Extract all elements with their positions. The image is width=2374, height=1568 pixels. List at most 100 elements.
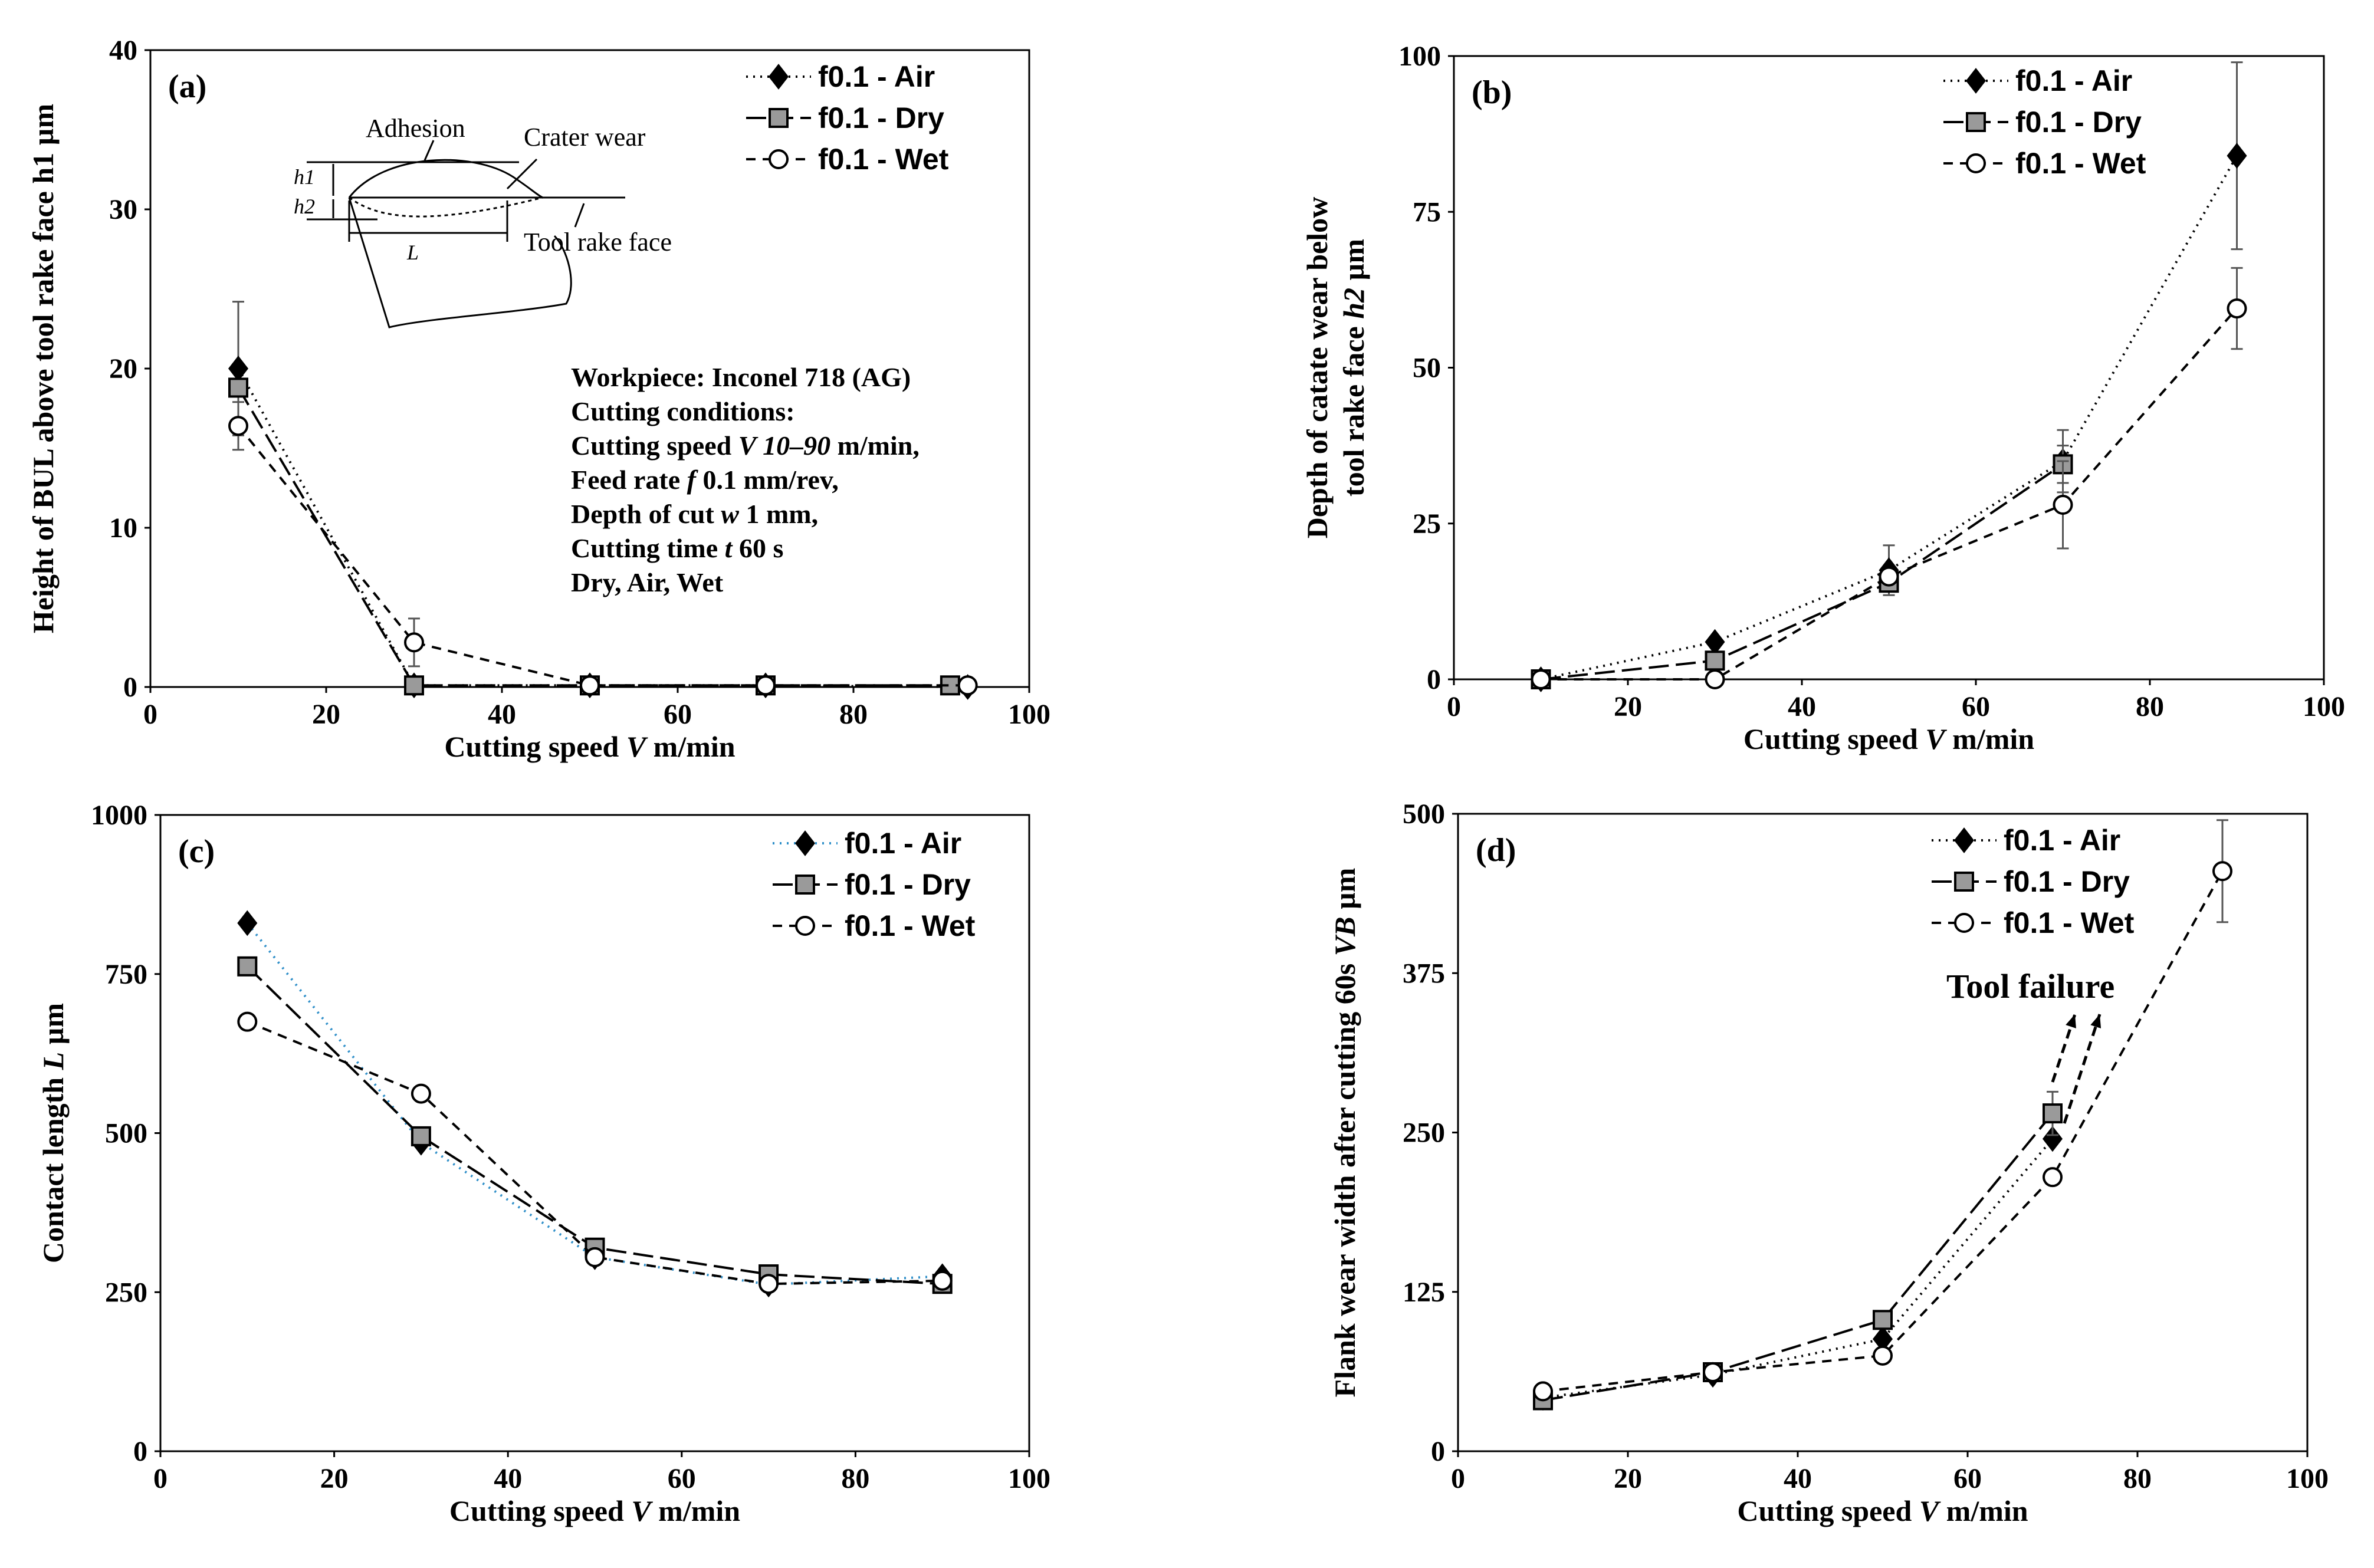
- y-axis-label: Height of BUL above tool rake face h1 µm: [27, 104, 60, 633]
- y-tick-label: 100: [1398, 41, 1441, 72]
- legend: f0.1 - Air f0.1 - Dry f0.1 - Wet: [773, 827, 976, 942]
- x-tick-label: 80: [841, 1463, 869, 1494]
- inset-h2-label: h2: [294, 195, 315, 218]
- square-marker: [228, 377, 248, 398]
- circle-marker: [932, 1270, 953, 1291]
- x-tick-label: 20: [1614, 1463, 1642, 1494]
- series-f0-1-wet: [1531, 267, 2247, 689]
- circle-marker: [756, 675, 776, 696]
- y-tick-label: 1000: [91, 800, 147, 831]
- adhesion-outline: [348, 159, 543, 199]
- circle-marker: [411, 1083, 431, 1104]
- legend: f0.1 - Air f0.1 - Dry f0.1 - Wet: [1932, 824, 2135, 939]
- inset-crater-label: Crater wear: [524, 123, 646, 152]
- panel-label: (d): [1476, 832, 1516, 869]
- x-tick-label: 0: [1447, 691, 1461, 722]
- y-tick-label: 0: [133, 1436, 147, 1467]
- y-tick-label: 0: [1431, 1436, 1445, 1467]
- x-tick-label: 60: [1953, 1463, 1982, 1494]
- series-line: [246, 922, 943, 1286]
- legend-label: f0.1 - Wet: [2015, 147, 2146, 180]
- diamond-marker: [2227, 143, 2247, 169]
- x-tick-label: 40: [488, 699, 516, 730]
- panel-label: (c): [178, 833, 215, 870]
- tool-outline: [348, 197, 572, 328]
- failure-arrow: [2063, 1014, 2102, 1124]
- circle-marker: [2043, 1167, 2063, 1188]
- crater-outline: [349, 196, 543, 218]
- x-tick-label: 100: [2286, 1463, 2329, 1494]
- circle-marker: [2053, 495, 2073, 515]
- y-tick-label: 50: [1413, 353, 1441, 384]
- inset-h1-label: h1: [294, 165, 315, 189]
- series-f0-1-dry: [1531, 445, 2073, 689]
- y-tick-label: 25: [1413, 508, 1441, 540]
- square-marker: [769, 108, 789, 128]
- y-tick-label: 125: [1403, 1277, 1445, 1308]
- annotation-text: Tool failure: [1946, 967, 2114, 1005]
- legend-label: f0.1 - Dry: [2004, 865, 2130, 898]
- inset-L-label: L: [406, 241, 419, 264]
- square-marker: [1954, 872, 1974, 892]
- series-f0-1-wet: [228, 401, 978, 696]
- rake-pointer: [574, 203, 585, 228]
- y-axis-label: tool rake face h2 µm: [1337, 239, 1370, 497]
- diamond-marker: [794, 830, 816, 856]
- circle-marker: [1879, 566, 1899, 587]
- x-tick-label: 100: [1008, 699, 1050, 730]
- series-line: [237, 425, 968, 687]
- square-marker: [1705, 650, 1725, 671]
- circle-marker: [1705, 669, 1725, 689]
- x-tick-label: 40: [1788, 691, 1816, 722]
- y-tick-label: 750: [105, 959, 147, 990]
- x-tick-label: 60: [664, 699, 692, 730]
- x-tick-label: 20: [1614, 691, 1642, 722]
- note-line: Cutting conditions:: [571, 396, 795, 426]
- x-tick-label: 40: [494, 1463, 522, 1494]
- circle-marker: [957, 675, 978, 696]
- diamond-marker: [1953, 827, 1975, 853]
- y-tick-label: 375: [1403, 958, 1445, 989]
- legend-label: f0.1 - Wet: [845, 909, 976, 942]
- circle-marker: [1533, 1381, 1553, 1402]
- x-tick-label: 100: [2303, 691, 2345, 722]
- x-tick-label: 0: [1451, 1463, 1465, 1494]
- x-tick-label: 80: [839, 699, 868, 730]
- y-tick-label: 250: [1403, 1117, 1445, 1149]
- chart-panel-b: 0 20 40 60 80 100 0 25 50 75 100 Cutting speed V m/…: [1301, 41, 2345, 755]
- y-tick-label: 500: [1403, 798, 1445, 830]
- circle-marker: [795, 916, 815, 936]
- circle-marker: [228, 416, 248, 436]
- circle-marker: [585, 1247, 605, 1267]
- series-f0-1-air: [1532, 1126, 2063, 1411]
- x-tick-label: 40: [1784, 1463, 1812, 1494]
- x-tick-label: 20: [312, 699, 340, 730]
- note-line: Cutting speed V 10–90 m/min,: [571, 430, 920, 461]
- x-tick-label: 0: [153, 1463, 168, 1494]
- series-f0-1-wet: [237, 1011, 953, 1294]
- diamond-marker: [1705, 629, 1725, 655]
- circle-marker: [759, 1274, 779, 1294]
- y-axis-label: Depth of catate wear below: [1301, 197, 1334, 539]
- circle-marker: [1703, 1362, 1723, 1382]
- series-line: [1541, 463, 2064, 681]
- legend: f0.1 - Air f0.1 - Dry f0.1 - Wet: [746, 60, 949, 176]
- legend-label: f0.1 - Dry: [2015, 106, 2142, 139]
- series-line: [1541, 307, 2238, 681]
- circle-marker: [1873, 1345, 1893, 1366]
- x-tick-label: 80: [2136, 691, 2164, 722]
- adhesion-pointer: [423, 140, 435, 161]
- series-line: [246, 965, 943, 1286]
- circle-marker: [580, 675, 600, 696]
- legend-label: f0.1 - Air: [2004, 824, 2120, 857]
- series-line: [1541, 155, 2238, 681]
- y-tick-label: 75: [1413, 196, 1441, 228]
- note-line: Depth of cut w 1 mm,: [571, 499, 818, 529]
- square-marker: [1966, 112, 1986, 132]
- x-tick-label: 0: [143, 699, 157, 730]
- series-f0-1-wet: [1533, 819, 2232, 1402]
- inset-schematic: Adhesion Crater wear Tool rake face h1 h2 L: [294, 114, 672, 328]
- square-marker: [404, 675, 424, 696]
- note-line: Workpiece: Inconel 718 (AG): [571, 362, 911, 392]
